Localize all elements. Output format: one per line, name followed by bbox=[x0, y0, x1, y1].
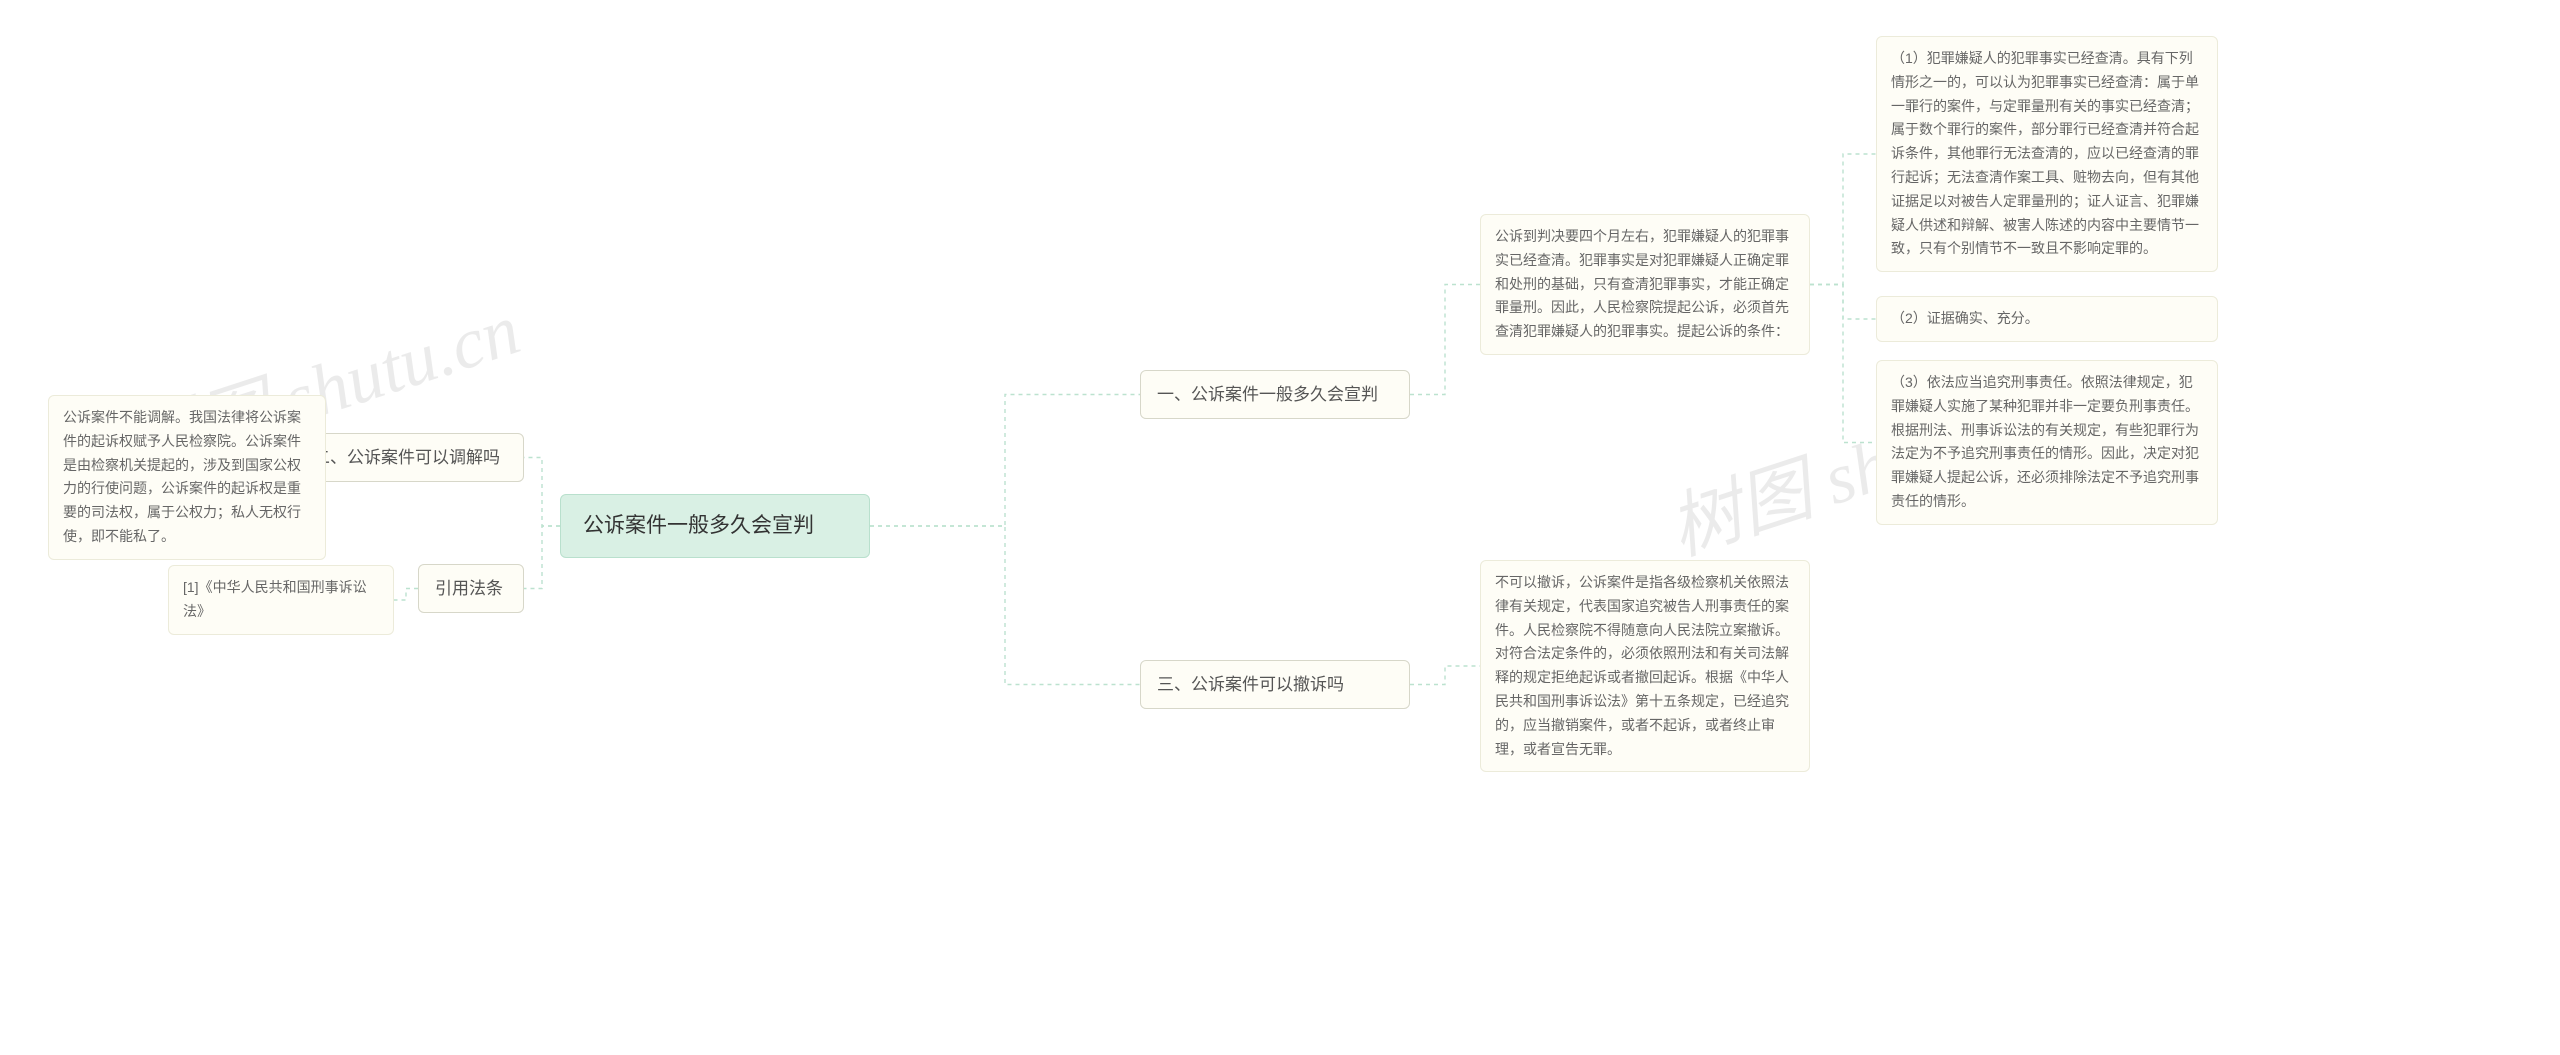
branch-3-detail-node[interactable]: 不可以撤诉，公诉案件是指各级检察机关依照法律有关规定，代表国家追究被告人刑事责任… bbox=[1480, 560, 1810, 772]
branch-1-sub-2-node[interactable]: （2）证据确实、充分。 bbox=[1876, 296, 2218, 342]
branch-2-node[interactable]: 二、公诉案件可以调解吗 bbox=[296, 433, 524, 482]
branch-4-node[interactable]: 引用法条 bbox=[418, 564, 524, 613]
branch-1-sub-1-node[interactable]: （1）犯罪嫌疑人的犯罪事实已经查清。具有下列情形之一的，可以认为犯罪事实已经查清… bbox=[1876, 36, 2218, 272]
branch-3-node[interactable]: 三、公诉案件可以撤诉吗 bbox=[1140, 660, 1410, 709]
branch-1-node[interactable]: 一、公诉案件一般多久会宣判 bbox=[1140, 370, 1410, 419]
branch-1-detail-node[interactable]: 公诉到判决要四个月左右，犯罪嫌疑人的犯罪事实已经查清。犯罪事实是对犯罪嫌疑人正确… bbox=[1480, 214, 1810, 355]
branch-2-detail-node[interactable]: 公诉案件不能调解。我国法律将公诉案件的起诉权赋予人民检察院。公诉案件是由检察机关… bbox=[48, 395, 326, 560]
mindmap-center-node[interactable]: 公诉案件一般多久会宣判 bbox=[560, 494, 870, 558]
branch-1-sub-3-node[interactable]: （3）依法应当追究刑事责任。依照法律规定，犯罪嫌疑人实施了某种犯罪并非一定要负刑… bbox=[1876, 360, 2218, 525]
branch-4-detail-node[interactable]: [1]《中华人民共和国刑事诉讼法》 bbox=[168, 565, 394, 635]
